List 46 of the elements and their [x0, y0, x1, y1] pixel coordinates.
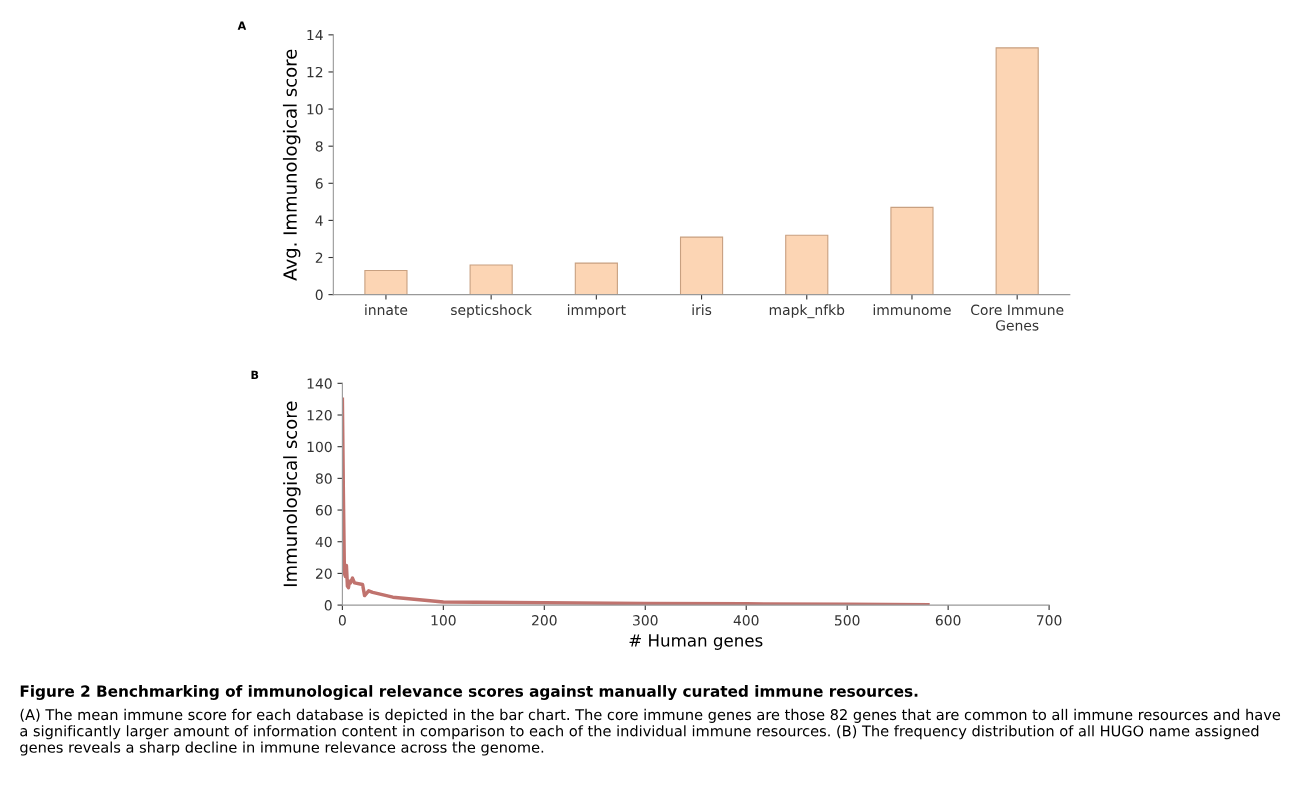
x-tick-label: 600: [935, 615, 961, 626]
y-tick-label: 2: [315, 252, 323, 263]
x-tick-label: mapk_nfkb: [769, 304, 845, 319]
y-tick-label: 6: [315, 178, 323, 189]
line-series: [342, 397, 930, 606]
y-tick-label: 12: [307, 66, 323, 78]
caption: Figure 2 Benchmarking of immunological relevance scores against manually curated immune resources.: [20, 685, 918, 700]
bar: [995, 47, 1039, 295]
y-tick-label: 8: [315, 141, 323, 152]
y-tick-label: 14: [307, 30, 323, 41]
x-tick-label: septicshock: [451, 304, 532, 318]
x-tick-label: Core Immune Genes: [971, 304, 1064, 331]
y-tick-label: 60: [315, 505, 332, 516]
y-tick-label: 120: [307, 409, 332, 421]
x-tick-label: immunome: [873, 304, 951, 316]
x-tick-label: 100: [431, 615, 456, 626]
text: A: [237, 21, 247, 30]
y-axis-title: Immunological score: [283, 401, 301, 587]
y-tick-label: 0: [324, 600, 332, 611]
y-tick-label: 20: [316, 568, 332, 579]
bar: [364, 269, 408, 295]
bar: [469, 264, 513, 295]
x-tick-label: immport: [567, 304, 626, 318]
x-tick-label: 700: [1036, 615, 1062, 626]
bar: [890, 206, 934, 295]
x-tick-label: 500: [835, 615, 860, 626]
y-tick-label: 0: [315, 289, 323, 301]
y-tick-label: 10: [307, 104, 323, 115]
y-tick-label: 40: [315, 536, 332, 548]
chart-title: B: [251, 370, 259, 379]
bar: [785, 234, 829, 295]
y-axis-title: Avg. Immunological score: [282, 49, 301, 281]
y-tick-label: 80: [315, 473, 332, 484]
x-tick-label: 300: [633, 615, 658, 626]
x-tick-label: 0: [338, 615, 346, 626]
x-tick-label: 400: [733, 615, 759, 626]
y-tick-label: 4: [315, 215, 323, 226]
x-axis-title: # Human genes: [629, 634, 763, 650]
x-tick-label: 200: [532, 615, 557, 626]
bar: [574, 262, 618, 295]
x-tick-label: iris: [692, 304, 712, 316]
bar: [679, 236, 724, 295]
y-tick-label: 100: [307, 441, 332, 453]
x-tick-label: innate: [365, 304, 408, 316]
y-tick-label: 140: [307, 378, 332, 389]
text: (A) The mean immune score for each database is depicted in the bar chart. The core immune genes are those 82 genes that are common to all immune resources and have a significantly larger amount of information content in comparison to each of the individual immune resources. (B) The frequency distribution of all HUGO name assigned genes reveals a sharp decline in immune relevance across the genome.: [20, 708, 1281, 756]
